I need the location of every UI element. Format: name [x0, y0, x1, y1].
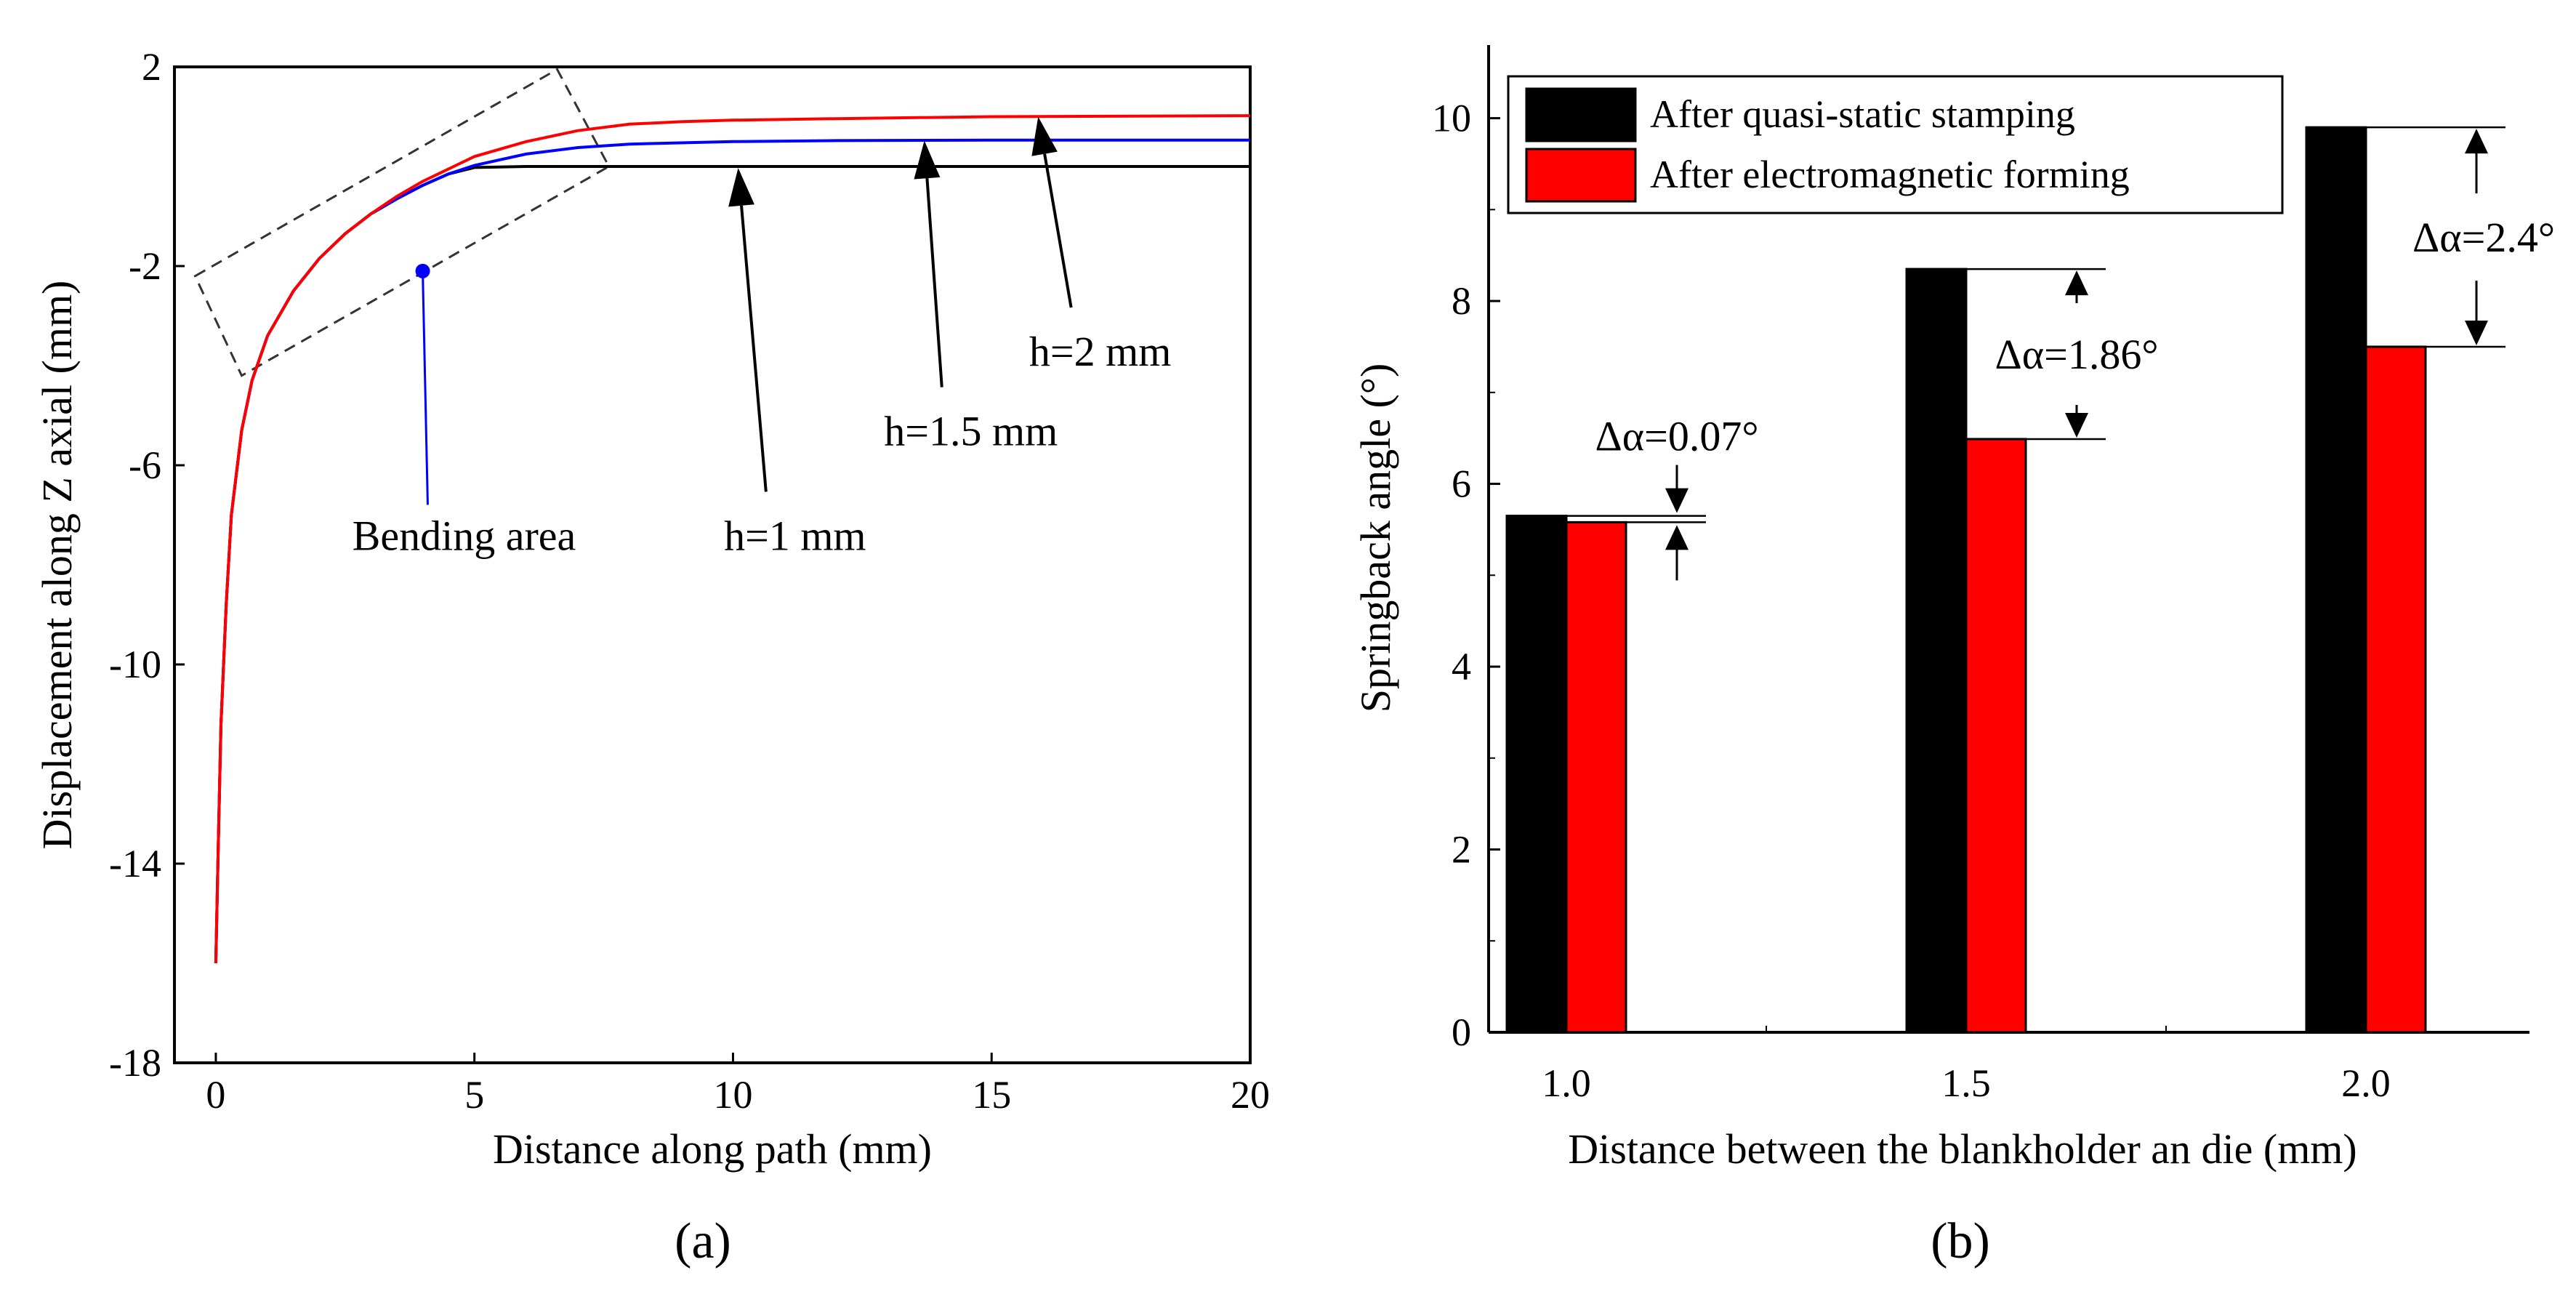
y-tick-label-6: 6 [1452, 462, 1471, 506]
delta-arrow-head-top-1-0 [1665, 488, 1689, 513]
y-tick-label-2: 2 [142, 45, 161, 89]
panel-a-ticks [174, 65, 1252, 1064]
legend-frame [1507, 75, 2284, 214]
x-tick-label-15: 15 [972, 1073, 1011, 1117]
panel-b-x-axis-title: Distance between the blankholder an die … [1568, 1125, 2357, 1173]
bending-area-marker [415, 263, 430, 278]
delta-label-2-0: Δα=2.4° [2412, 214, 2555, 261]
y-tick-label-18: -18 [109, 1041, 161, 1085]
annotation-label-h-2-mm: h=2 mm [1029, 328, 1171, 375]
arrow-shaft-h-1-5-mm [925, 178, 943, 387]
panel-b-label: (b) [1931, 1213, 1990, 1269]
panel-a: 0 5 10 15 20 2 -2 -6 -10 -14 -18 h=1 mm h=1.5 mm h=2… [33, 45, 1270, 1269]
panel-a-y-axis-title: Displacement along Z axial (mm) [33, 281, 81, 850]
x-tick-label-2-0: 2.0 [2341, 1061, 2391, 1105]
panel-b-tick-labels: 0 2 4 6 8 10 1.0 1.5 2.0 [1432, 97, 2391, 1105]
delta-arrow-head-bottom-2-0 [2465, 320, 2488, 345]
y-tick-label-0: 0 [1452, 1010, 1471, 1054]
panel-a-annotation-arrows [728, 116, 1073, 492]
delta-label-1-5: Δα=1.86° [1995, 331, 2158, 378]
arrow-head-h-1-5-mm [914, 140, 941, 180]
arrow-shaft-h-2-mm [1043, 153, 1073, 308]
x-tick-label-0: 0 [206, 1073, 225, 1117]
panel-b-bars [1505, 126, 2427, 1034]
delta-label-1-0: Δα=0.07° [1595, 413, 1758, 460]
series-line-h1 [214, 165, 1250, 964]
x-tick-label-1-0: 1.0 [1542, 1061, 1591, 1105]
annotation-label-h-1-5-mm: h=1.5 mm [884, 408, 1058, 455]
legend-label-electromagnetic: After electromagnetic forming [1650, 153, 2130, 196]
y-tick-label-2: 2 [1452, 828, 1471, 872]
x-tick-label-20: 20 [1231, 1073, 1270, 1117]
panel-a-plot-frame [173, 65, 1252, 1064]
delta-arrow-head-bottom-1-0 [1665, 525, 1689, 550]
y-tick-label-10: -10 [109, 643, 161, 686]
bar-after-electromagnetic-forming-2-0 [2364, 345, 2427, 1034]
panel-b-y-axis-title: Springback angle (°) [1352, 363, 1399, 713]
y-tick-label-2: -2 [129, 244, 161, 288]
legend-swatch-electromagnetic [1525, 148, 1637, 203]
panel-b-delta-annotations: Δα=0.07° Δα=1.86° Δα=2.4° [1507, 126, 2555, 581]
bending-area-leader-line [422, 270, 429, 505]
panel-a-tick-labels: 0 5 10 15 20 2 -2 -6 -10 -14 -18 [109, 45, 1270, 1117]
y-tick-label-8: 8 [1452, 279, 1471, 323]
legend: After quasi-static stamping After electr… [1507, 75, 2284, 214]
annotation-label-h-1-mm: h=1 mm [724, 512, 866, 559]
x-tick-label-1-5: 1.5 [1941, 1061, 1991, 1105]
y-tick-label-14: -14 [109, 842, 161, 885]
arrow-head-h-2-mm [1031, 116, 1058, 156]
panel-a-annotation-labels: h=1 mm h=1.5 mm h=2 mm Bending area [353, 328, 1172, 559]
bar-after-quasi-static-stamping-2-0 [2305, 126, 2367, 1034]
delta-arrow-head-top-2-0 [2465, 129, 2488, 154]
delta-arrow-head-top-1-5 [2065, 270, 2088, 296]
bar-after-electromagnetic-forming-1-0 [1565, 521, 1627, 1034]
y-tick-label-6: -6 [129, 443, 161, 487]
x-tick-label-5: 5 [464, 1073, 484, 1117]
bar-after-quasi-static-stamping-1-5 [1905, 268, 1968, 1034]
x-tick-label-10: 10 [713, 1073, 752, 1117]
legend-swatch-quasi-static [1525, 87, 1637, 142]
bar-after-electromagnetic-forming-1-5 [1965, 438, 2027, 1034]
panel-a-label: (a) [675, 1213, 731, 1269]
delta-arrow-head-bottom-1-5 [2065, 412, 2088, 438]
arrow-head-h-1-mm [728, 168, 754, 207]
bending-area-box [193, 68, 611, 377]
y-tick-label-10: 10 [1432, 97, 1471, 140]
bar-after-quasi-static-stamping-1-0 [1505, 515, 1568, 1034]
panel-a-x-axis-title: Distance along path (mm) [493, 1125, 932, 1173]
panel-b: 0 2 4 6 8 10 1.0 1.5 2.0 Δα=0.07° Δα=1.86° Δα=2.4°… [1352, 45, 2555, 1269]
series-line-h2 [214, 114, 1251, 964]
annotation-label-bending-area: Bending area [353, 512, 576, 559]
legend-label-quasi-static: After quasi-static stamping [1650, 92, 2075, 136]
y-tick-label-4: 4 [1452, 645, 1471, 688]
arrow-shaft-h-1-mm [740, 205, 768, 492]
